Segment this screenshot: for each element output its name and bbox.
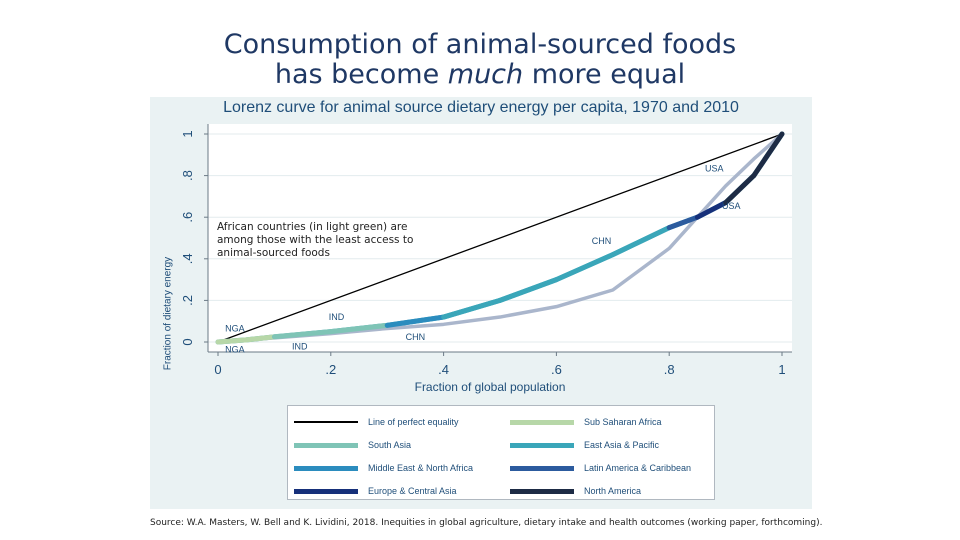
y-tick-label: 0 [180,338,195,345]
country-label: USA [705,163,724,173]
legend-swatch [510,442,574,448]
series-segment [271,329,334,340]
legend-item: South Asia [294,437,411,453]
slide-title-line-1: Consumption of animal-sourced foods [223,29,737,60]
y-tick-label: .2 [180,295,195,306]
legend-label: Europe & Central Asia [368,486,457,496]
y-tick-label: 1 [180,130,195,137]
source-citation: Source: W.A. Masters, W. Bell and K. Liv… [150,518,823,528]
legend-swatch [510,465,574,471]
legend-item: Middle East & North Africa [294,460,473,476]
legend-item: East Asia & Pacific [510,437,659,453]
legend-item: Line of perfect equality [294,414,459,430]
x-tick-label: .4 [438,362,449,377]
legend-label: Latin America & Caribbean [584,463,692,473]
title-part-3: more equal [523,59,686,90]
country-label: NGA [225,324,245,334]
country-label: CHN [406,332,426,342]
series-segment [694,200,729,220]
legend-label: North America [584,486,642,496]
series-segment [328,322,390,335]
legend-label: Line of perfect equality [368,417,459,427]
annotation-note: African countries (in light green) are a… [217,221,414,259]
series-line [217,133,783,343]
chart-plot: 0 .2 .4 .6 .8 1 0 .2 .4 .6 .8 1 USA USA CHN CHN IND IND NG… [180,124,792,377]
x-tick-label: 1 [778,362,785,377]
slide-title: Consumption of animal-sourced foods has … [0,30,960,90]
legend-swatch [510,419,574,425]
slide-title-line-2: has become much more equal [0,60,960,90]
series-segment [243,334,277,343]
y-tick-label: .6 [180,212,195,223]
legend-label: Middle East & North Africa [368,463,474,473]
y-axis-label: Fraction of dietary energy [162,256,174,371]
x-tick-label: 0 [214,362,221,377]
series-segment [723,173,757,206]
chart-figure: 0 .2 .4 .6 .8 1 0 .2 .4 .6 .8 1 USA USA CHN CHN IND IND NG… [150,97,812,509]
country-label: USA [722,201,741,211]
legend-item: Sub Saharan Africa [510,414,662,430]
country-label: CHN [592,236,612,246]
x-axis-label: Fraction of global population [414,380,566,394]
legend-item: Latin America & Caribbean [510,460,691,476]
series-segment [497,277,559,303]
title-part-1: has become [274,59,448,90]
series-segment [553,252,616,283]
legend-label: South Asia [368,440,412,450]
legend-swatch [294,421,358,423]
legend-swatch [294,465,358,471]
country-label: NGA [225,344,245,354]
legend-item: Europe & Central Asia [294,483,457,499]
country-label: IND [292,341,308,351]
legend-item: North America [510,483,641,499]
legend-swatch [294,442,358,448]
legend-swatch [294,488,358,494]
legend-swatch [510,488,574,494]
chart-title: Lorenz curve for animal source dietary e… [223,99,739,116]
chart-legend: Line of perfect equality Sub Saharan Afri… [287,405,715,500]
x-tick-label: .6 [551,362,562,377]
y-tick-label: .4 [180,253,195,264]
series-segment [384,314,447,328]
series-segment [610,225,672,258]
legend-label: Sub Saharan Africa [584,417,662,427]
series-segment [751,131,785,179]
series-segment [666,214,700,231]
legend-label: East Asia & Pacific [584,440,660,450]
series-segment [441,297,503,320]
title-emphasis: much [447,59,524,90]
y-tick-label: .8 [180,170,195,181]
x-tick-label: .8 [664,362,675,377]
x-tick-label: .2 [325,362,336,377]
series-segment [215,337,249,345]
country-label: IND [329,312,345,322]
